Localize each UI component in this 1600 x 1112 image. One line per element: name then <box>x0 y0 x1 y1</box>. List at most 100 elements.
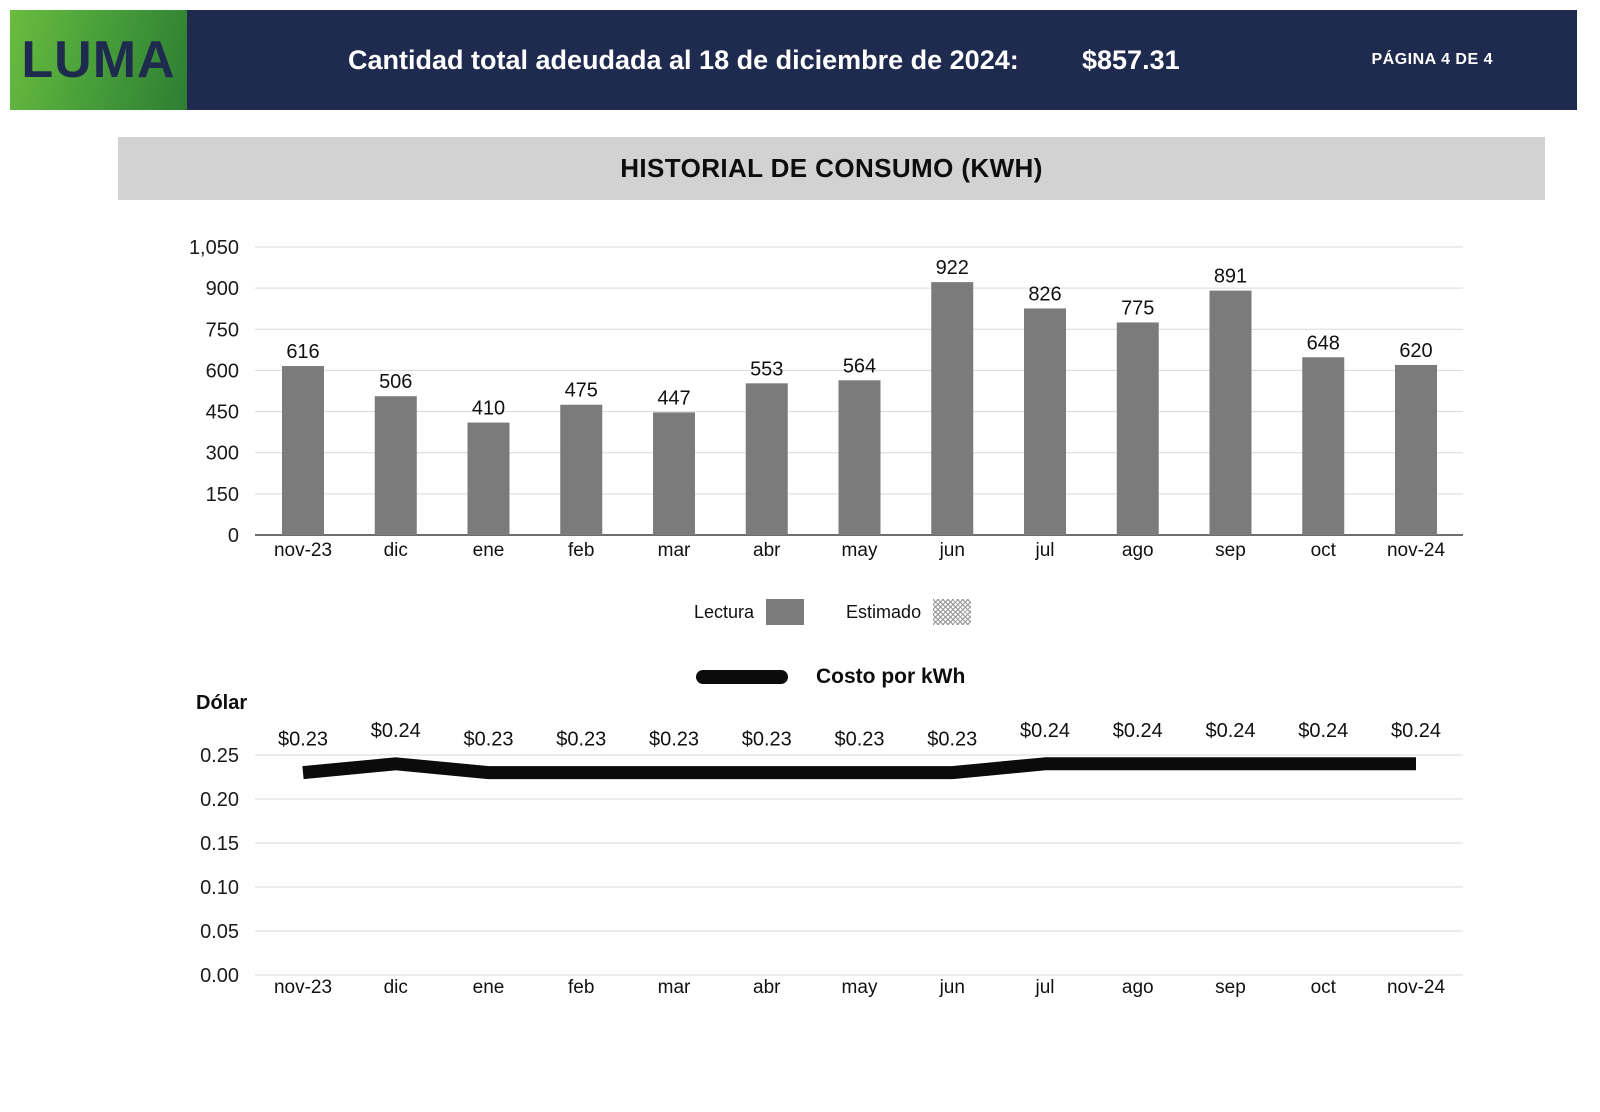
y-axis-tick-label: 300 <box>206 443 239 465</box>
x-axis-label: nov-23 <box>274 977 332 998</box>
luma-logo: LUMA <box>10 10 187 110</box>
x-axis-label: feb <box>568 977 594 998</box>
x-axis-label: nov-24 <box>1387 977 1446 998</box>
bar <box>282 366 324 535</box>
bar-value-label: 447 <box>657 387 690 409</box>
cost-point-label: $0.24 <box>1020 720 1070 742</box>
cost-point-label: $0.23 <box>556 729 606 751</box>
y-axis-tick-label: 0.20 <box>200 789 239 811</box>
total-due-label: Cantidad total adeudada al 18 de diciemb… <box>348 45 1019 75</box>
legend-swatch-estimado <box>933 599 972 625</box>
bar-value-label: 616 <box>286 341 319 363</box>
section-title: HISTORIAL DE CONSUMO (KWH) <box>620 153 1043 183</box>
bar-value-label: 922 <box>936 257 969 279</box>
cost-line-chart: 0.00 0.05 0.10 0.15 0.20 0.25 $0.23 nov-23 $0.24… <box>200 720 1463 998</box>
cost-point-label: $0.23 <box>463 729 513 751</box>
y-axis-tick-label: 0.25 <box>200 745 239 767</box>
page-indicator: PÁGINA 4 DE 4 <box>1371 51 1493 68</box>
section-banner: HISTORIAL DE CONSUMO (KWH) <box>118 137 1545 200</box>
x-axis-label: abr <box>753 540 781 561</box>
cost-point-label: $0.24 <box>1298 720 1348 742</box>
cost-line <box>302 757 1416 780</box>
x-axis-label: may <box>842 540 878 561</box>
y-axis-tick-label: 150 <box>206 484 239 506</box>
bar-value-label: 648 <box>1307 332 1340 354</box>
x-axis-label: mar <box>658 977 691 998</box>
bar <box>653 412 695 535</box>
x-axis-label: ene <box>473 977 505 998</box>
y-axis-tick-label: 0.10 <box>200 877 239 899</box>
x-axis-label: jul <box>1034 977 1054 998</box>
x-axis-label: dic <box>384 540 408 561</box>
y-axis-tick-label: 0 <box>228 525 239 547</box>
luma-logo-text: LUMA <box>21 31 176 89</box>
dolar-axis-label: Dólar <box>196 692 248 714</box>
cost-point-label: $0.23 <box>834 729 884 751</box>
header: LUMA Cantidad total adeudada al 18 de di… <box>10 10 1577 110</box>
x-axis-label: jul <box>1034 540 1054 561</box>
cost-point-label: $0.24 <box>1205 720 1255 742</box>
cost-point-label: $0.23 <box>927 729 977 751</box>
bar <box>374 396 417 535</box>
x-axis-label: ene <box>473 540 505 561</box>
bar-value-label: 475 <box>565 380 598 402</box>
y-axis-tick-label: 1,050 <box>189 237 239 259</box>
cost-legend: Costo por kWh <box>696 665 965 689</box>
x-axis-label: ago <box>1122 977 1154 998</box>
cost-point-label: $0.24 <box>1391 720 1441 742</box>
bar <box>1116 322 1159 535</box>
bar <box>1024 308 1066 535</box>
cost-point-label: $0.23 <box>278 729 328 751</box>
x-axis-label: oct <box>1311 540 1337 561</box>
x-axis-label: ago <box>1122 540 1154 561</box>
bar <box>838 380 881 535</box>
y-axis-tick-label: 0.05 <box>200 921 239 943</box>
x-axis-label: sep <box>1215 540 1246 561</box>
bar-value-label: 775 <box>1121 297 1154 319</box>
bar <box>1395 364 1437 535</box>
x-axis-label: abr <box>753 977 781 998</box>
bar <box>467 422 510 535</box>
bar-chart-legend: Lectura Estimado <box>694 599 972 625</box>
bar-value-label: 620 <box>1399 340 1432 362</box>
x-axis-label: nov-24 <box>1387 540 1446 561</box>
y-axis-tick-label: 450 <box>206 402 239 424</box>
bar-value-label: 891 <box>1214 266 1247 288</box>
consumption-bar-chart: 0 150 300 450 600 750 900 1,050 616 nov-23 506 dic 4… <box>189 237 1463 561</box>
bar-value-label: 410 <box>472 398 505 420</box>
bar <box>931 282 974 535</box>
x-axis-label: jun <box>939 540 965 561</box>
bar <box>1209 290 1252 535</box>
x-axis-label: jun <box>939 977 965 998</box>
legend-label-estimado: Estimado <box>846 601 922 622</box>
x-axis-label: feb <box>568 540 594 561</box>
header-bar: Cantidad total adeudada al 18 de diciemb… <box>187 10 1577 110</box>
x-axis-label: dic <box>384 977 408 998</box>
total-due-amount: $857.31 <box>1082 45 1180 75</box>
y-axis-tick-label: 0.00 <box>200 965 239 987</box>
bar-value-label: 553 <box>750 358 783 380</box>
x-axis-label: may <box>842 977 878 998</box>
x-axis-label: sep <box>1215 977 1246 998</box>
bar-value-label: 506 <box>379 371 412 393</box>
y-axis-tick-label: 900 <box>206 278 239 300</box>
bar <box>560 404 603 535</box>
legend-label-lectura: Lectura <box>694 601 755 622</box>
cost-point-label: $0.23 <box>742 729 792 751</box>
x-axis-label: mar <box>658 540 691 561</box>
y-axis-tick-label: 0.15 <box>200 833 239 855</box>
cost-line-swatch <box>696 670 788 684</box>
bar-value-label: 564 <box>843 355 876 377</box>
y-axis-tick-label: 750 <box>206 319 239 341</box>
cost-point-label: $0.24 <box>1113 720 1163 742</box>
cost-legend-label: Costo por kWh <box>816 665 966 688</box>
bar-value-label: 826 <box>1028 283 1061 305</box>
x-axis-label: nov-23 <box>274 540 332 561</box>
bar <box>745 383 788 535</box>
legend-swatch-lectura <box>766 599 805 625</box>
cost-point-label: $0.24 <box>371 720 421 742</box>
bar <box>1302 357 1345 535</box>
cost-point-label: $0.23 <box>649 729 699 751</box>
y-axis-tick-label: 600 <box>206 360 239 382</box>
